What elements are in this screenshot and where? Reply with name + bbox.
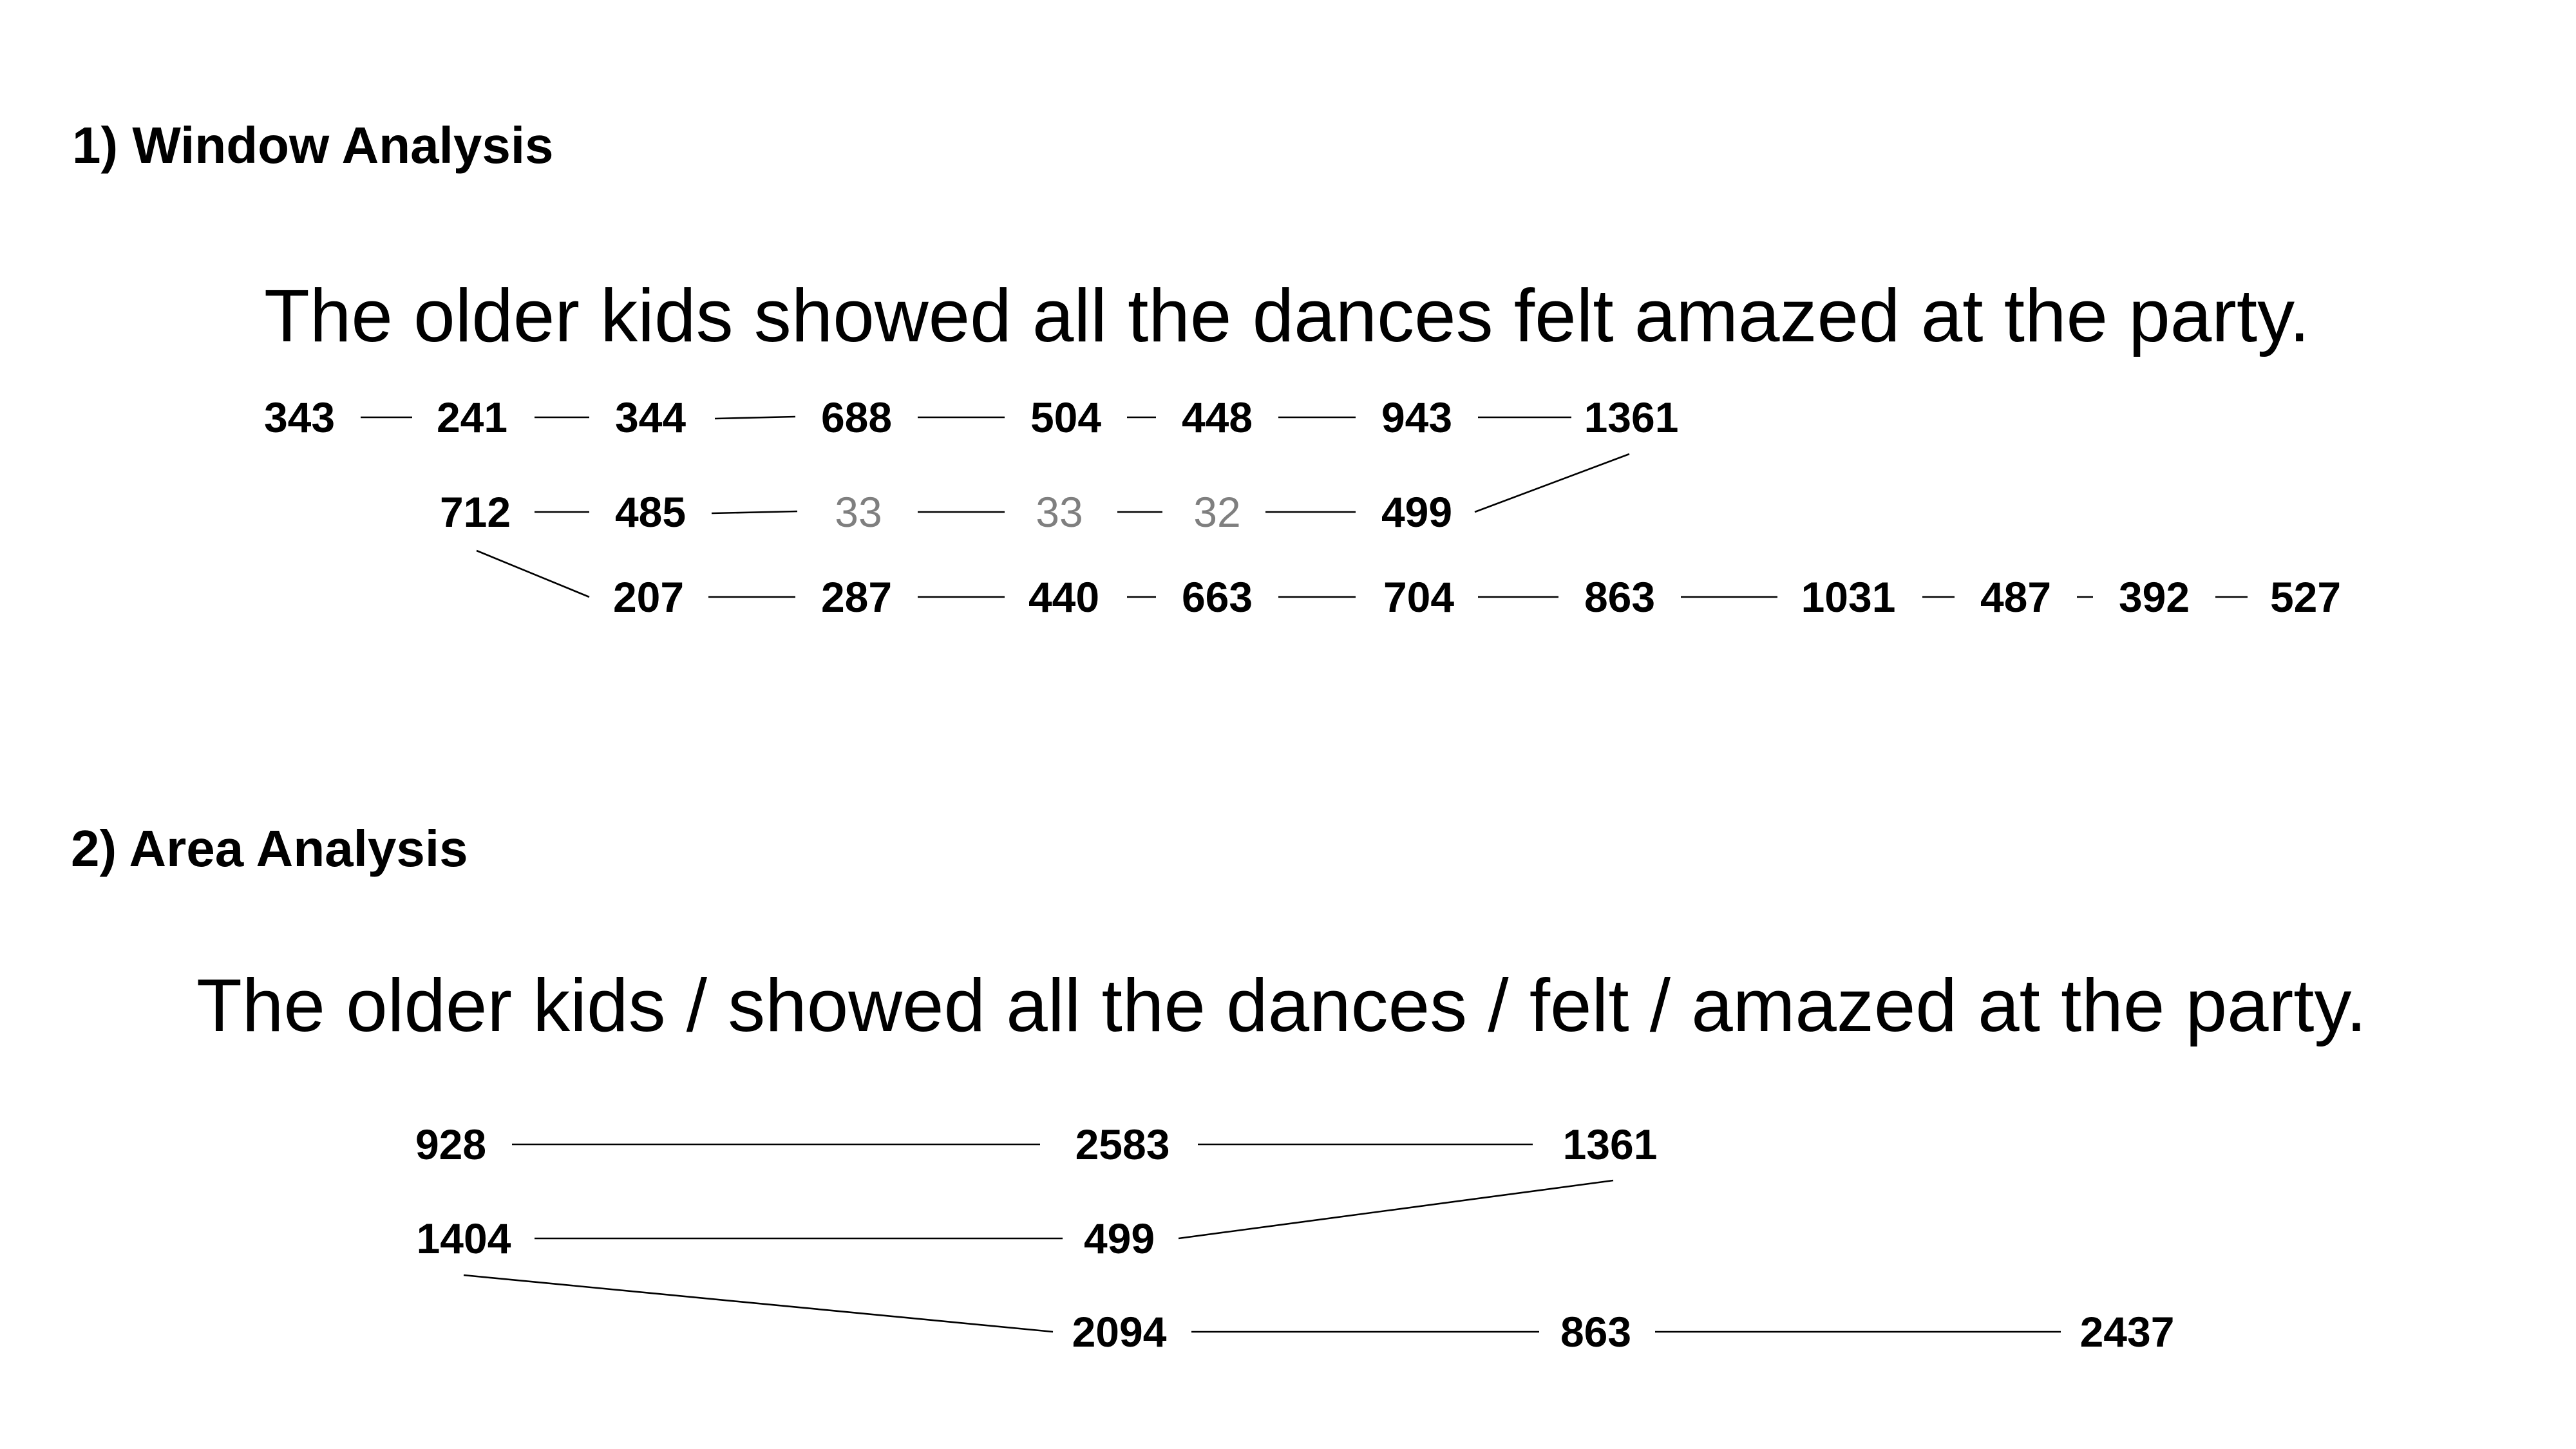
area-row3-value: 2094 <box>1072 1308 1167 1356</box>
window-row1-value: 943 <box>1381 393 1453 441</box>
window-row3-value: 487 <box>1980 573 2052 621</box>
window-row1-value: 1361 <box>1584 393 1679 441</box>
window-row3-value: 527 <box>2269 573 2342 621</box>
window-row3-value: 704 <box>1383 573 1455 621</box>
window-row1-connector <box>714 415 796 420</box>
window-row2-value: 499 <box>1381 488 1453 536</box>
window-analysis-heading: 1) Window Analysis <box>72 117 554 174</box>
area-row2-value: 499 <box>1083 1215 1155 1262</box>
window-row3-value: 863 <box>1584 573 1656 621</box>
window-analysis-sentence: The older kids showed all the dances fel… <box>264 274 2310 357</box>
window-row1-value: 448 <box>1181 393 1253 441</box>
area-analysis-heading: 2) Area Analysis <box>71 820 468 877</box>
window-row2-value: 485 <box>614 488 687 536</box>
area-row3-value: 2437 <box>2079 1308 2175 1356</box>
area-row1-value: 928 <box>415 1121 487 1168</box>
window-row2-value-muted: 33 <box>835 488 882 536</box>
window-row3-value: 287 <box>820 573 893 621</box>
window-row2-connector <box>711 510 798 515</box>
area-row2-to-row3-connector <box>463 1274 1054 1333</box>
area-analysis-sentence: The older kids / showed all the dances /… <box>196 963 2367 1047</box>
window-row3-value: 440 <box>1028 573 1100 621</box>
window-row2-value: 712 <box>439 488 511 536</box>
window-row3-value: 392 <box>2118 573 2190 621</box>
area-row1-value: 2583 <box>1075 1121 1170 1168</box>
area-row2-value: 1404 <box>416 1215 511 1262</box>
window-row3-value: 1031 <box>1801 573 1896 621</box>
window-row1-value: 241 <box>436 393 508 441</box>
window-row3-value: 207 <box>612 573 685 621</box>
window-row2-value-muted: 32 <box>1193 488 1241 536</box>
window-row1-value: 343 <box>263 393 336 441</box>
window-row2-to-row3-connector <box>476 549 590 598</box>
window-row2-to-row1-connector <box>1474 453 1630 513</box>
window-row1-value: 688 <box>820 393 893 441</box>
window-row1-value: 344 <box>614 393 687 441</box>
area-row1-value: 1361 <box>1562 1121 1658 1168</box>
window-row1-value: 504 <box>1030 393 1102 441</box>
area-row2-to-row1-connector <box>1178 1179 1614 1240</box>
window-row2-value-muted: 33 <box>1036 488 1083 536</box>
area-row3-value: 863 <box>1560 1308 1632 1356</box>
window-row3-value: 663 <box>1181 573 1253 621</box>
